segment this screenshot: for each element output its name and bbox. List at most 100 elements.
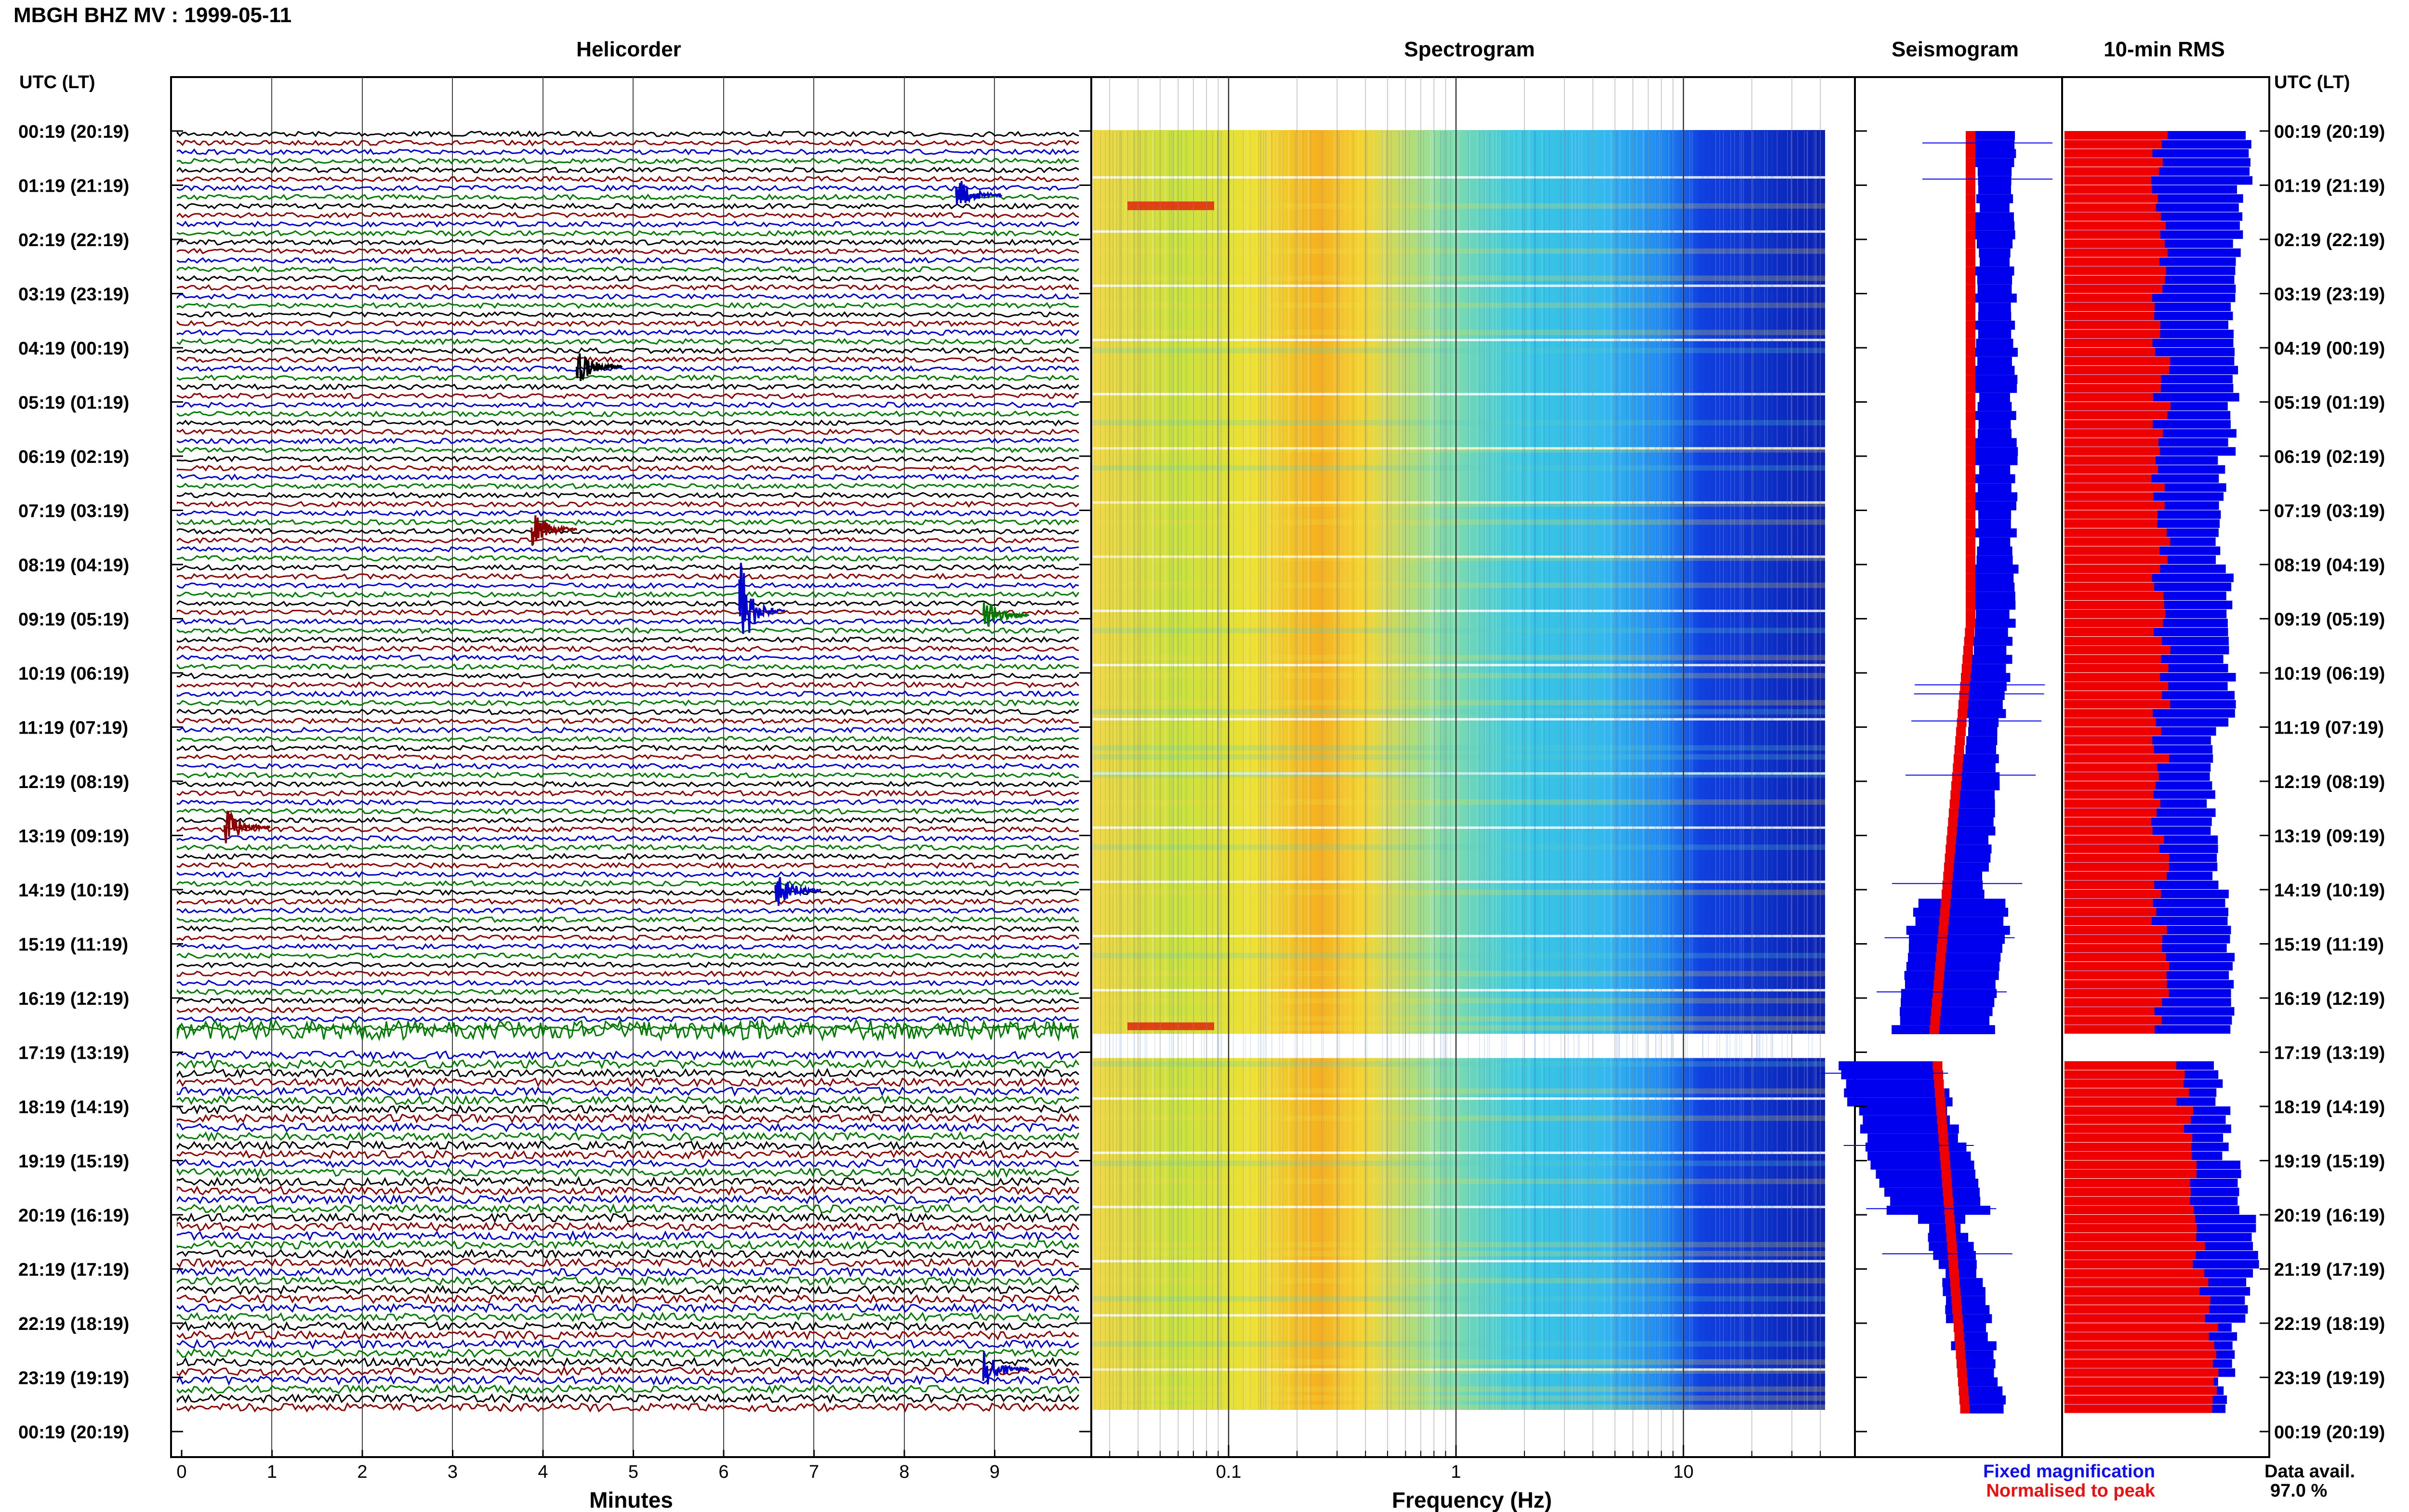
helicorder-trace <box>177 645 1079 653</box>
seismogram-fixed-bar <box>1860 1124 1959 1134</box>
seismogram-fixed-bar <box>1974 474 2015 484</box>
helicorder-trace <box>177 997 1079 1005</box>
spectrogram-row-tint <box>1093 276 1825 281</box>
seismogram-fixed-bar <box>1971 664 2006 673</box>
seismogram-fixed-bar <box>1973 582 2015 592</box>
rms-normalised-bar <box>2065 248 2168 257</box>
time-label-right: 22:19 (18:19) <box>2274 1314 2385 1334</box>
seismogram-normalised-bar <box>1966 131 1975 140</box>
rms-normalised-bar <box>2065 1395 2213 1404</box>
helicorder-trace <box>177 681 1079 689</box>
seismogram-normalised-bar <box>1940 1151 1950 1161</box>
rms-normalised-bar <box>2065 528 2167 537</box>
time-label-right: 02:19 (22:19) <box>2274 230 2385 250</box>
seismogram-normalised-bar <box>1942 881 1952 890</box>
rms-normalised-bar <box>2065 167 2159 176</box>
seismogram-fixed-bar <box>1870 1160 1974 1170</box>
rms-frame <box>2061 76 2270 1458</box>
seismogram-normalised-bar <box>1966 176 1975 185</box>
helicorder-trace <box>177 464 1079 472</box>
seismogram-normalised-bar <box>1966 528 1975 538</box>
helicorder-trace <box>177 1050 1079 1061</box>
seismogram-fixed-bar <box>1968 727 1998 736</box>
seismogram-normalised-bar <box>1930 1016 1940 1026</box>
rms-normalised-bar <box>2065 492 2154 501</box>
helicorder-trace <box>177 1258 1079 1269</box>
seismogram-fixed-bar <box>1847 1097 1953 1106</box>
spectrogram-row-gap <box>1093 609 1825 612</box>
rms-normalised-bar <box>2065 592 2164 600</box>
seismogram-fixed-bar <box>1859 1106 1947 1116</box>
rms-normalised-bar <box>2065 510 2158 519</box>
rms-normalised-bar <box>2065 1251 2196 1260</box>
rms-normalised-bar <box>2065 375 2161 383</box>
seismogram-fixed-bar <box>1974 320 2015 330</box>
helicorder-trace <box>177 356 1079 363</box>
seismogram-fixed-bar <box>1904 971 1999 980</box>
seismogram-fixed-bar <box>1972 375 2018 384</box>
helicorder-trace <box>177 816 1079 824</box>
seismogram-fixed-bar <box>1844 1088 1950 1098</box>
rms-normalised-bar <box>2065 1404 2212 1413</box>
rms-normalised-bar <box>2065 1287 2200 1296</box>
seismogram-fixed-bar <box>1913 907 2009 917</box>
time-label-right: 08:19 (04:19) <box>2274 555 2385 576</box>
time-label-left: 19:19 (15:19) <box>18 1152 129 1172</box>
helicorder-trace <box>177 446 1079 454</box>
x-tick-label: 8 <box>899 1462 909 1482</box>
helicorder-trace <box>177 338 1079 345</box>
rms-title: 10-min RMS <box>2104 38 2225 61</box>
seismogram-normalised-bar <box>1934 1079 1944 1089</box>
time-label-left: 05:19 (01:19) <box>18 393 129 413</box>
seismogram-normalised-bar <box>1966 167 1975 176</box>
spectrogram-row-gap <box>1093 772 1825 775</box>
x-tick-label: 6 <box>718 1462 728 1482</box>
rms-normalised-bar <box>2065 971 2167 980</box>
rms-normalised-bar <box>2065 655 2161 664</box>
spectrogram-title: Spectrogram <box>1404 38 1535 61</box>
spectrogram-row-tint <box>1093 1278 1825 1284</box>
rms-normalised-bar <box>2065 953 2166 961</box>
seismogram-normalised-bar <box>1966 447 1975 456</box>
helicorder-x-ticks: 0 1 2 3 4 5 6 7 8 9 <box>176 1450 1000 1482</box>
seismogram-fixed-bar <box>1966 655 2012 664</box>
seismogram-normalised-bar <box>1959 691 1969 700</box>
time-label-left: 08:19 (04:19) <box>18 555 129 576</box>
seismogram-normalised-bar <box>1966 302 1975 312</box>
rms-normalised-bar <box>2065 1332 2209 1341</box>
rms-normalised-bar <box>2065 411 2168 420</box>
time-label-right: 01:19 (21:19) <box>2274 176 2385 197</box>
spectrogram-row-tint <box>1093 998 1825 1004</box>
helicorder-trace <box>177 753 1079 761</box>
rms-normalised-bar <box>2065 754 2170 763</box>
rms-normalised-bar <box>2065 474 2152 483</box>
seismogram-normalised-bar <box>1934 971 1944 980</box>
seismogram-fixed-bar <box>1967 682 2007 691</box>
spectrogram-row-tint <box>1093 673 1825 679</box>
spectrogram-row-tint <box>1093 329 1825 335</box>
spectrogram-row-gap <box>1093 881 1825 883</box>
helicorder-trace <box>177 1222 1079 1232</box>
seismogram-fixed-bar <box>1918 1215 1966 1224</box>
seismogram-title: Seismogram <box>1892 38 2019 61</box>
time-label-left: 21:19 (17:19) <box>18 1260 129 1280</box>
figure-title: MBGH BHZ MV : 1999-05-11 <box>13 3 291 27</box>
helicorder-trace <box>177 735 1079 743</box>
helicorder-trace <box>177 130 1079 138</box>
rms-normalised-bar <box>2065 402 2171 411</box>
seismogram-normalised-bar <box>1937 944 1946 953</box>
seismogram-normalised-bar <box>1946 1233 1956 1242</box>
helicorder-title: Helicorder <box>576 38 681 61</box>
helicorder-trace <box>177 1086 1079 1097</box>
seismogram-normalised-bar <box>1966 366 1975 375</box>
seismogram-fixed-bar <box>1965 745 1996 754</box>
rms-normalised-bar <box>2065 664 2169 672</box>
seismogram-fixed-bar <box>1954 781 2000 790</box>
seismogram-fixed-bar <box>1976 555 2013 565</box>
seismogram-normalised-bar <box>1938 926 1948 935</box>
rms-normalised-bar <box>2065 926 2167 934</box>
helicorder-trace <box>177 500 1079 508</box>
time-label-right: 13:19 (09:19) <box>2274 827 2385 847</box>
helicorder-trace <box>177 934 1079 942</box>
